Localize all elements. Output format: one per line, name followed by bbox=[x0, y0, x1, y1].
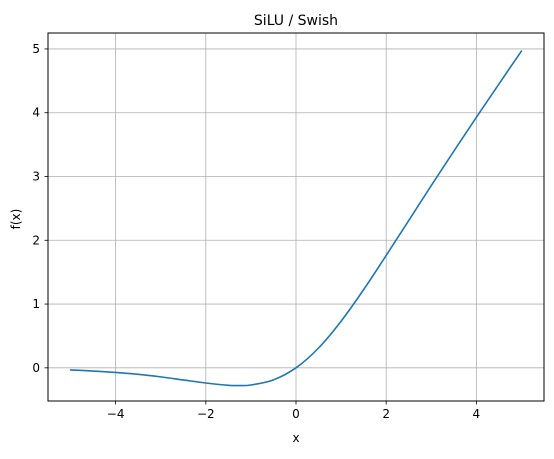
x-tick-label: 0 bbox=[292, 407, 300, 421]
x-tick-label: 2 bbox=[382, 407, 390, 421]
y-tick-label: 2 bbox=[32, 233, 40, 247]
y-axis-label: f(x) bbox=[9, 209, 23, 230]
silu-curve bbox=[69, 50, 523, 387]
grid-lines bbox=[48, 33, 544, 401]
y-tick-label: 1 bbox=[32, 297, 40, 311]
y-tick-label: 3 bbox=[32, 170, 40, 184]
y-axis: 0 1 2 3 4 5 bbox=[32, 42, 48, 375]
x-axis: −4 −2 0 2 4 bbox=[107, 401, 480, 421]
x-axis-label: x bbox=[292, 431, 299, 445]
x-tick-label: −2 bbox=[197, 407, 215, 421]
series-layer bbox=[69, 50, 523, 387]
x-tick-label: 4 bbox=[473, 407, 481, 421]
y-tick-label: 0 bbox=[32, 361, 40, 375]
chart-title: SiLU / Swish bbox=[254, 13, 338, 29]
x-tick-label: −4 bbox=[107, 407, 125, 421]
y-tick-label: 4 bbox=[32, 106, 40, 120]
y-tick-label: 5 bbox=[32, 42, 40, 56]
